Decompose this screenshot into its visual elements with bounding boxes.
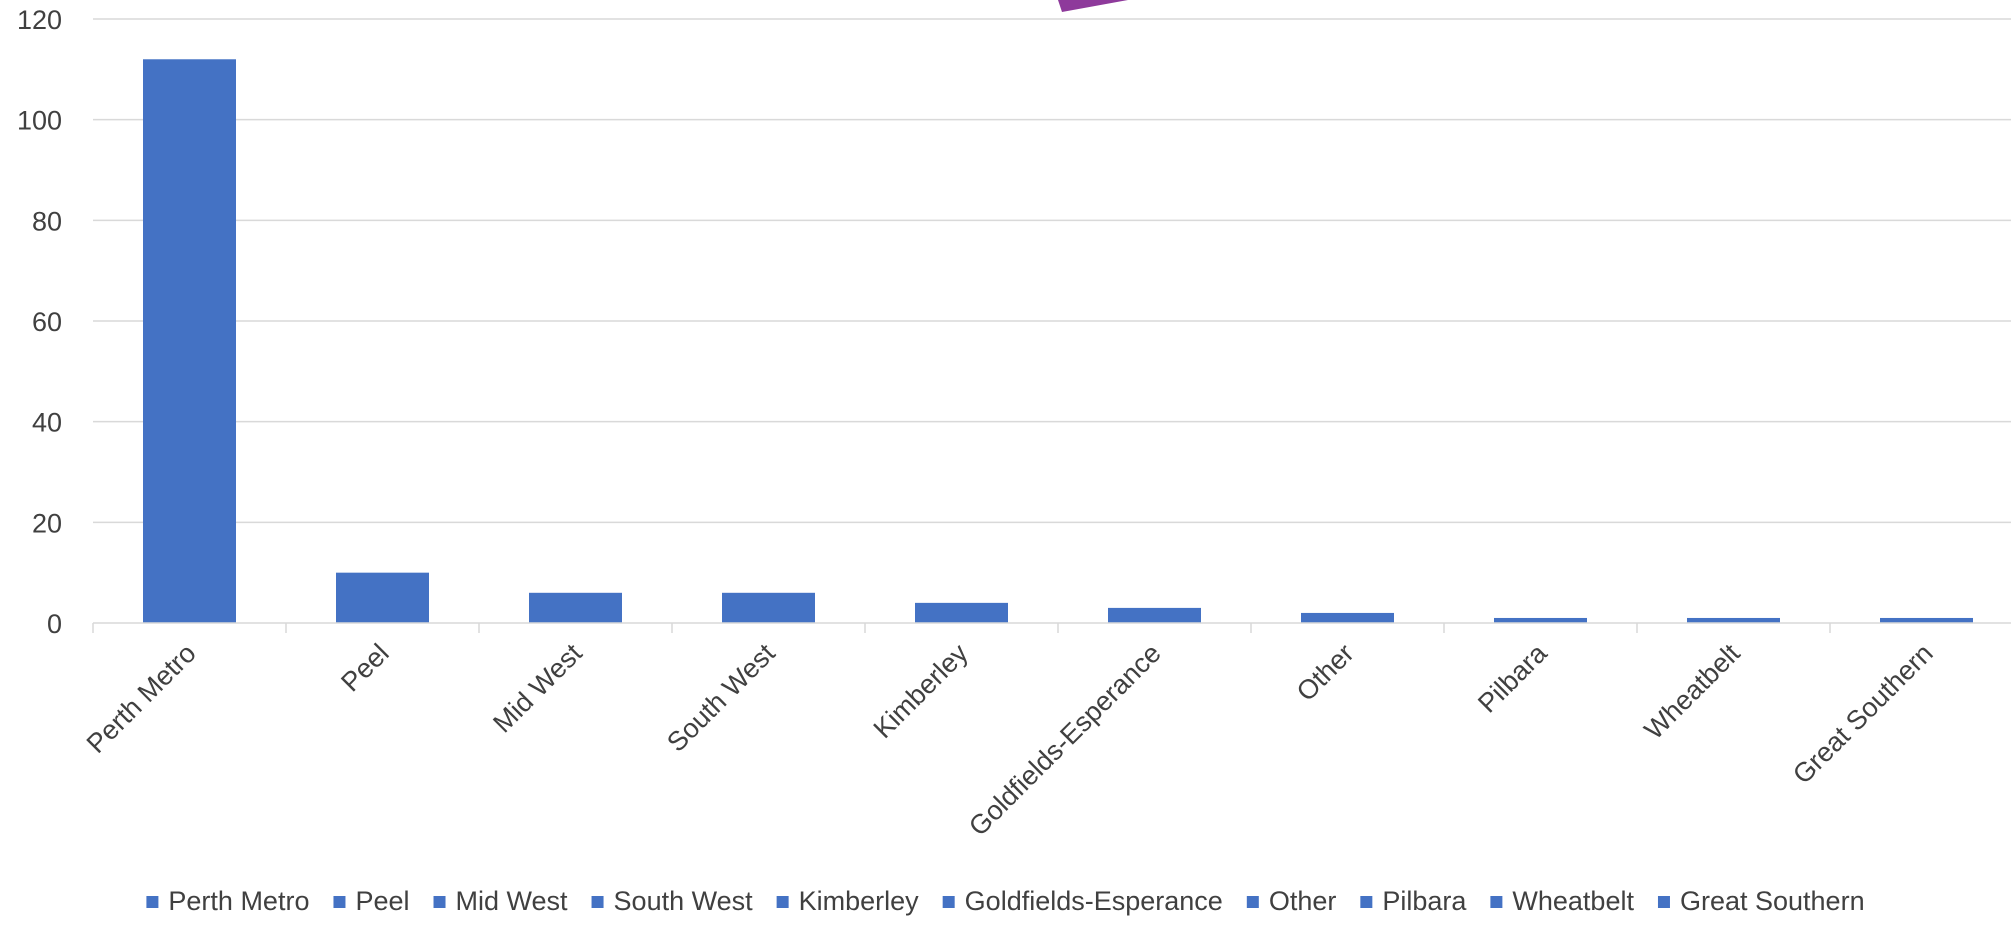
legend-swatch (1490, 896, 1503, 908)
x-tick-label-peel: Peel (335, 638, 394, 697)
gridlines (93, 18, 2011, 524)
y-tick-label: 20 (32, 508, 62, 538)
x-axis-tick-labels: Perth Metro Peel Mid West South West Kimberl… (81, 637, 1939, 841)
bars (143, 59, 1973, 624)
legend-swatch (591, 896, 604, 908)
bar-wheatbelt (1687, 617, 1780, 623)
bar-perth-metro (143, 59, 236, 624)
legend-item-mid-west: Mid West (433, 886, 569, 916)
y-tick-label: 0 (47, 609, 62, 639)
legend-label: South West (614, 886, 754, 916)
legend-swatch (942, 896, 955, 908)
legend-swatch (433, 896, 446, 908)
legend-item-pilbara: Pilbara (1360, 886, 1467, 916)
legend-swatch (776, 896, 789, 908)
legend-item-other: Other (1246, 886, 1337, 916)
legend-item-perth-metro: Perth Metro (146, 886, 309, 916)
legend-swatch (146, 896, 159, 908)
y-tick-label: 80 (32, 206, 62, 236)
y-tick-label: 100 (17, 106, 62, 136)
x-tick-label-other: Other (1291, 638, 1360, 707)
y-tick-label: 120 (17, 5, 62, 35)
legend-item-south-west: South West (591, 886, 754, 916)
x-tick-label-mid-west: Mid West (487, 638, 588, 739)
x-tick-label-perth-metro: Perth Metro (81, 638, 202, 759)
legend-swatch (1360, 896, 1373, 908)
bar-great-southern (1880, 617, 1973, 623)
legend-label: Wheatbelt (1512, 886, 1634, 916)
legend-item-wheatbelt: Wheatbelt (1490, 886, 1634, 916)
x-tick-label-south-west: South West (661, 638, 781, 758)
y-axis-tick-labels: 0 20 40 60 80 100 120 (17, 5, 62, 639)
bar-peel (336, 572, 429, 623)
y-tick-label: 40 (32, 408, 62, 438)
legend-label: Perth Metro (168, 886, 309, 916)
bar-goldfields-esperance (1108, 607, 1201, 623)
x-tick-label-pilbara: Pilbara (1472, 637, 1553, 718)
legend-item-kimberley: Kimberley (776, 886, 920, 916)
legend-label: Other (1269, 886, 1337, 916)
legend-label: Peel (355, 886, 409, 916)
legend-item-goldfields-esperance: Goldfields-Esperance (942, 886, 1223, 916)
legend-label: Kimberley (799, 886, 920, 916)
bar-other (1301, 612, 1394, 623)
x-tick-label-goldfields-esperance: Goldfields-Esperance (963, 638, 1167, 842)
legend-item-great-southern: Great Southern (1657, 886, 1865, 916)
legend-swatch (1246, 896, 1259, 908)
cropped-purple-shape (1058, 0, 1128, 12)
y-tick-label: 60 (32, 307, 62, 337)
x-axis (92, 622, 2011, 633)
cropped-overlay-shape (1058, 0, 1128, 12)
x-tick-label-great-southern: Great Southern (1787, 638, 1939, 790)
legend-label: Pilbara (1382, 886, 1467, 916)
legend-label: Mid West (456, 886, 569, 916)
bar-mid-west (529, 592, 622, 623)
bar-kimberley (915, 602, 1008, 623)
legend: Perth Metro Peel Mid West South West Kimberl… (146, 886, 1865, 916)
bar-pilbara (1494, 617, 1587, 623)
legend-swatch (1657, 896, 1670, 908)
legend-item-peel: Peel (333, 886, 410, 916)
bar-south-west (722, 592, 815, 623)
legend-label: Great Southern (1680, 886, 1865, 916)
legend-swatch (333, 896, 346, 908)
x-tick-label-kimberley: Kimberley (868, 638, 974, 744)
x-tick-label-wheatbelt: Wheatbelt (1639, 638, 1747, 746)
legend-label: Goldfields-Esperance (965, 886, 1223, 916)
